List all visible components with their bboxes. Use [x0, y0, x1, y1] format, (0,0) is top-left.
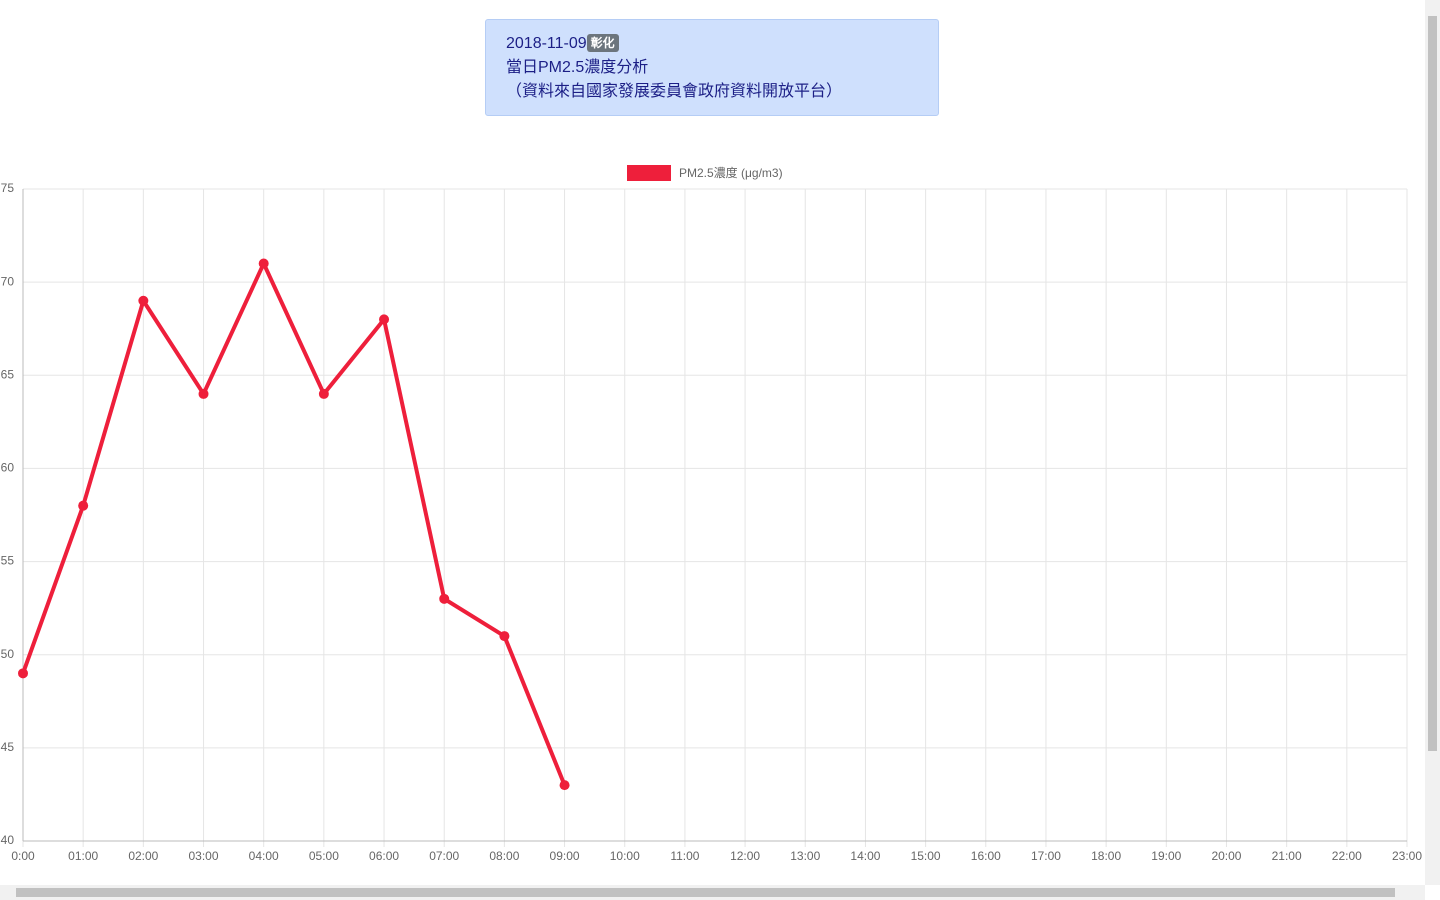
x-tick-label: 13:00 [790, 849, 820, 863]
x-tick-label: 10:00 [610, 849, 640, 863]
x-tick-label: 0:00 [11, 849, 35, 863]
x-tick-label: 12:00 [730, 849, 760, 863]
x-tick-label: 16:00 [971, 849, 1001, 863]
y-tick-label: 50 [1, 647, 15, 661]
x-tick-label: 23:00 [1392, 849, 1422, 863]
x-tick-label: 05:00 [309, 849, 339, 863]
data-point [439, 593, 450, 604]
x-tick-label: 18:00 [1091, 849, 1121, 863]
data-point [559, 780, 570, 791]
date: 2018-11-09 [506, 35, 587, 52]
x-tick-label: 08:00 [489, 849, 519, 863]
y-tick-label: 75 [1, 181, 15, 195]
x-tick-label: 03:00 [189, 849, 219, 863]
y-tick-label: 65 [1, 367, 15, 381]
scroll-thumb[interactable] [1428, 16, 1437, 751]
y-tick-label: 70 [1, 274, 15, 288]
legend-swatch [627, 165, 671, 181]
y-tick-label: 55 [1, 554, 15, 568]
x-tick-label: 11:00 [670, 849, 699, 863]
header-box: 2018-11-09 彰化 當日PM2.5濃度分析 （資料來自國家發展委員會政府資… [485, 19, 939, 116]
x-tick-label: 22:00 [1332, 849, 1362, 863]
y-tick-label: 45 [1, 740, 15, 754]
data-point [198, 388, 209, 399]
badge: 彰化 [586, 34, 619, 52]
vertical-scrollbar[interactable] [1425, 0, 1440, 885]
data-point [379, 314, 390, 325]
chart: 40 45 50 55 60 65 70 75 0:00 01:00 02:00 03:00 04:00… [1, 165, 1422, 863]
data-point [138, 295, 149, 306]
x-tick-label: 19:00 [1151, 849, 1181, 863]
x-tick-label: 14:00 [850, 849, 880, 863]
data-point [78, 500, 89, 511]
x-tick-label: 15:00 [911, 849, 941, 863]
x-tick-label: 01:00 [68, 849, 98, 863]
data-point [258, 258, 269, 269]
x-tick-label: 20:00 [1211, 849, 1241, 863]
scroll-thumb[interactable] [16, 888, 1395, 897]
header-source: （資料來自國家發展委員會政府資料開放平台） [506, 83, 843, 100]
data-point [318, 388, 329, 399]
y-tick-label: 60 [1, 461, 15, 475]
data-line [21, 258, 567, 786]
data-point [18, 668, 28, 679]
y-tick-label: 40 [1, 833, 15, 847]
x-tick-label: 04:00 [249, 849, 279, 863]
header-line: 2018-11-09 彰化 [506, 32, 938, 56]
x-tick-label: 09:00 [550, 849, 580, 863]
x-tick-label: 06:00 [369, 849, 399, 863]
legend-label: PM2.5濃度 (μg/m3) [679, 165, 783, 180]
x-tick-label: 02:00 [128, 849, 158, 863]
x-tick-label: 07:00 [429, 849, 459, 863]
header-title: 當日PM2.5濃度分析 [506, 59, 649, 76]
x-tick-label: 21:00 [1272, 849, 1302, 863]
x-tick-label: 17:00 [1031, 849, 1061, 863]
horizontal-scrollbar[interactable] [0, 885, 1425, 900]
data-point [499, 631, 510, 642]
